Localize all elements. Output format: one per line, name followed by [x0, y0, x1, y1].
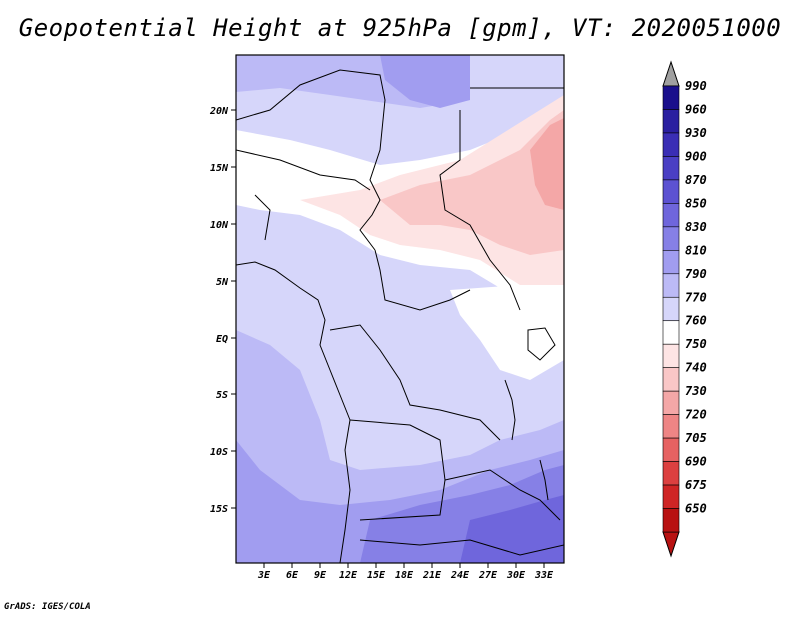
lat-tick-label: 15S	[210, 504, 228, 515]
colorbar-label: 720	[685, 408, 707, 422]
colorbar-label: 650	[685, 502, 707, 516]
field-region-850	[460, 495, 564, 563]
colorbar-label: 740	[685, 361, 707, 375]
lon-tick-label: 6E	[286, 570, 299, 581]
colorbar: 990 960 930 900 870 850 830 810 790 770 760 750 740 7…	[662, 60, 707, 558]
colorbar-cell	[662, 414, 680, 439]
colorbar-label: 770	[685, 290, 707, 304]
colorbar-label: 790	[685, 267, 707, 281]
colorbar-label: 750	[685, 337, 707, 351]
lat-tick-label: 10S	[210, 447, 228, 458]
colorbar-label: 730	[685, 384, 707, 398]
lat-tick-label: 15N	[210, 163, 229, 174]
lake-victoria	[527, 327, 556, 361]
colorbar-cell	[662, 343, 680, 368]
lon-tick-label: 3E	[257, 570, 271, 581]
lon-tick-label: 33E	[534, 570, 554, 581]
colorbar-label: 990	[685, 79, 707, 93]
colorbar-cell	[662, 273, 680, 298]
map-title: Geopotential Height at 925hPa [gpm], VT:…	[18, 14, 782, 42]
border-angola	[349, 419, 446, 521]
border-zambia	[444, 469, 561, 521]
colorbar-cell	[662, 85, 680, 110]
field-region-730	[530, 118, 564, 210]
border-south	[359, 539, 564, 556]
colorbar-label: 760	[685, 314, 707, 328]
colorbar-bottom-arrow	[662, 531, 680, 558]
colorbar-cell	[662, 508, 680, 533]
lon-tick-label: 18E	[395, 570, 414, 581]
borders	[236, 69, 564, 563]
colorbar-label: 850	[685, 196, 707, 210]
lat-tick-label: 20N	[209, 106, 229, 117]
colorbar-cell	[662, 156, 680, 181]
border-west	[254, 194, 271, 241]
colorbar-cell	[662, 296, 680, 322]
lat-tick-label: 5N	[216, 277, 229, 288]
border-north	[236, 69, 386, 251]
colorbar-cell	[662, 484, 680, 509]
border-congo	[329, 324, 501, 441]
grads-credit: GrADS: IGES/COLA	[4, 602, 91, 612]
colorbar-label: 690	[685, 455, 707, 469]
lat-tick-label: 10N	[210, 220, 229, 231]
colorbar-label: 870	[685, 173, 707, 187]
lon-tick-label: 24E	[450, 570, 470, 581]
colorbar-cell	[662, 367, 680, 392]
border-central	[374, 249, 471, 311]
lat-tick-label: EQ	[216, 334, 228, 345]
colorbar-label: 810	[685, 243, 707, 257]
colorbar-cell	[662, 109, 680, 134]
lat-axis: 20N 15N 10N 5N EQ 5S 10S 15S	[209, 106, 236, 515]
lat-tick-label: 5S	[216, 390, 228, 401]
colorbar-cell	[662, 132, 680, 157]
lon-axis: 3E 6E 9E 12E 15E 18E 21E 24E 27E 30E 33E	[257, 563, 554, 581]
field-region-810-north	[380, 55, 470, 108]
colorbar-cell	[662, 461, 680, 486]
colorbar-cell	[662, 320, 680, 345]
coastline-west	[236, 261, 351, 563]
border-east-a	[439, 110, 521, 311]
height-field	[236, 55, 564, 563]
lon-tick-label: 27E	[478, 570, 498, 581]
colorbar-cell	[662, 390, 680, 415]
colorbar-cell	[662, 437, 680, 462]
colorbar-cell	[662, 226, 680, 251]
lon-tick-label: 15E	[367, 570, 386, 581]
colorbar-label: 960	[685, 102, 707, 116]
colorbar-label: 900	[685, 149, 707, 163]
colorbar-label: 830	[685, 220, 707, 234]
field-region-740	[380, 110, 564, 255]
border-northwest	[236, 149, 371, 191]
lon-tick-label: 9E	[314, 570, 327, 581]
colorbar-cell	[662, 179, 680, 204]
colorbar-label: 675	[685, 478, 707, 492]
colorbar-top-arrow	[662, 60, 680, 87]
colorbar-label: 705	[685, 431, 707, 445]
lon-tick-label: 30E	[506, 570, 526, 581]
lake-tanganyika	[504, 379, 516, 441]
colorbar-label: 930	[685, 126, 707, 140]
lake-malawi	[539, 459, 549, 501]
colorbar-cell	[662, 250, 680, 275]
lon-tick-label: 21E	[422, 570, 442, 581]
map-frame	[235, 54, 565, 564]
colorbar-cell	[662, 203, 680, 228]
lon-tick-label: 12E	[339, 570, 358, 581]
